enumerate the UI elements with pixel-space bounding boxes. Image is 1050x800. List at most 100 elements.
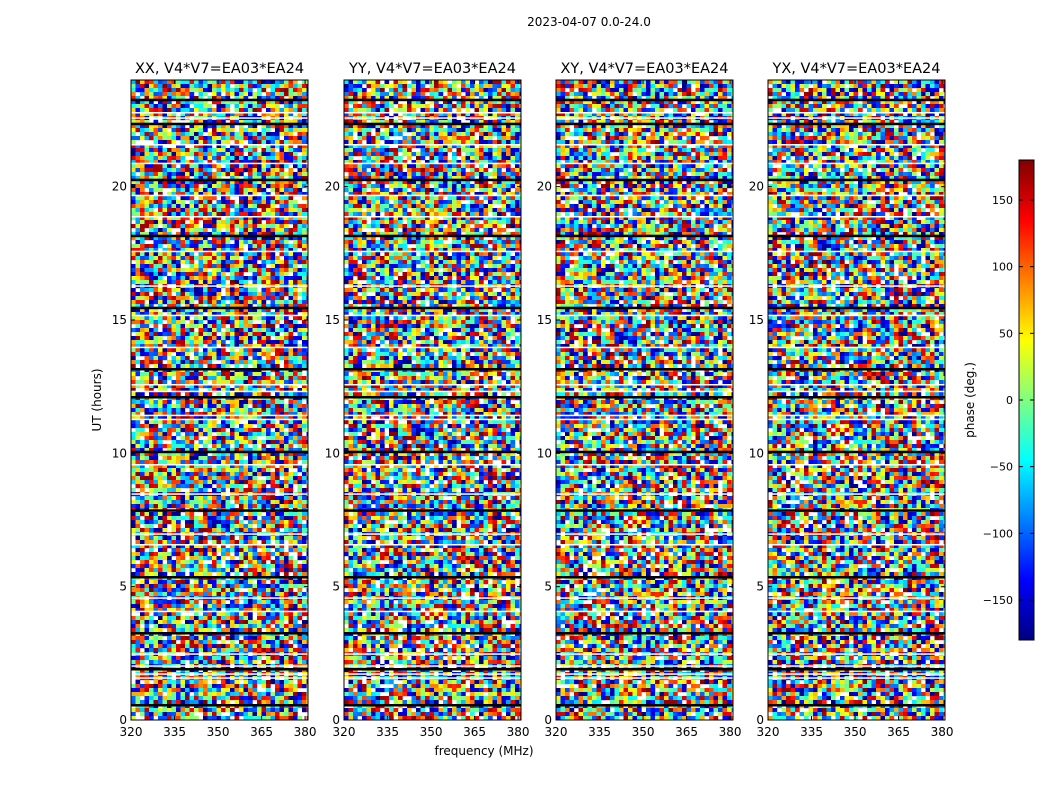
phase-cell	[261, 96, 267, 101]
phase-cell	[176, 168, 181, 173]
phase-cell	[149, 288, 154, 293]
phase-cell	[288, 104, 294, 109]
phase-cell	[207, 124, 213, 129]
phase-cell	[144, 552, 150, 557]
phase-cell	[167, 140, 172, 145]
phase-cell	[162, 96, 168, 101]
phase-cell	[306, 156, 308, 161]
phase-cell	[158, 580, 163, 585]
phase-cell	[279, 612, 285, 617]
phase-cell	[302, 604, 307, 609]
phase-cell	[243, 384, 249, 389]
phase-cell	[225, 364, 231, 369]
phase-cell	[275, 528, 280, 533]
phase-cell	[198, 92, 204, 97]
phase-cell	[293, 300, 298, 305]
phase-cell	[279, 84, 285, 89]
phase-cell	[293, 84, 298, 89]
phase-cell	[293, 516, 298, 521]
phase-cell	[270, 304, 276, 309]
phase-cell	[239, 140, 244, 145]
phase-cell	[270, 544, 276, 549]
phase-cell	[185, 448, 190, 453]
phase-cell	[212, 592, 217, 597]
phase-cell	[270, 148, 276, 153]
phase-cell	[189, 456, 195, 461]
phase-cell	[302, 216, 307, 221]
phase-cell	[216, 296, 222, 301]
phase-cell	[198, 404, 204, 409]
phase-cell	[288, 172, 294, 177]
phase-cell	[248, 240, 253, 245]
phase-cell	[302, 404, 307, 409]
phase-cell	[131, 136, 136, 141]
phase-cell	[243, 372, 249, 377]
phase-cell	[230, 340, 235, 345]
phase-cell	[288, 160, 294, 165]
phase-cell	[302, 224, 307, 229]
phase-cell	[239, 584, 244, 589]
phase-cell	[176, 204, 181, 209]
phase-cell	[293, 592, 298, 597]
phase-cell	[302, 516, 307, 521]
phase-cell	[275, 468, 280, 473]
phase-cell	[257, 568, 262, 573]
phase-cell	[153, 316, 159, 321]
phase-cell	[203, 408, 208, 413]
phase-cell	[189, 328, 195, 333]
phase-cell	[306, 424, 308, 429]
phase-cell	[189, 204, 195, 209]
phase-cell	[171, 268, 177, 273]
phase-cell	[293, 472, 298, 477]
phase-cell	[194, 452, 199, 457]
phase-cell	[297, 332, 303, 337]
phase-cell	[180, 232, 186, 237]
phase-cell	[257, 504, 262, 509]
phase-cell	[149, 380, 154, 385]
phase-cell	[203, 520, 208, 525]
phase-cell	[284, 604, 289, 609]
phase-cell	[131, 476, 136, 481]
phase-cell	[158, 352, 163, 357]
phase-cell	[284, 84, 289, 89]
phase-cell	[171, 460, 177, 465]
phase-cell	[216, 96, 222, 101]
phase-cell	[275, 448, 280, 453]
phase-cell	[203, 428, 208, 433]
phase-cell	[306, 108, 308, 113]
phase-cell	[230, 268, 235, 273]
phase-cell	[171, 308, 177, 313]
phase-cell	[189, 180, 195, 185]
phase-cell	[248, 524, 253, 529]
phase-cell	[216, 380, 222, 385]
phase-cell	[248, 148, 253, 153]
phase-cell	[162, 484, 168, 489]
phase-cell	[239, 564, 244, 569]
phase-cell	[135, 552, 141, 557]
phase-cell	[297, 512, 303, 517]
phase-cell	[266, 448, 271, 453]
phase-cell	[203, 260, 208, 265]
phase-cell	[176, 84, 181, 89]
phase-cell	[252, 484, 258, 489]
phase-cell	[167, 108, 172, 113]
phase-cell	[144, 456, 150, 461]
phase-cell	[216, 176, 222, 181]
phase-cell	[140, 300, 145, 305]
phase-cell	[306, 580, 308, 585]
phase-cell	[306, 120, 308, 125]
phase-cell	[293, 408, 298, 413]
phase-cell	[261, 548, 267, 553]
phase-cell	[248, 348, 253, 353]
phase-cell	[198, 372, 204, 377]
phase-cell	[302, 344, 307, 349]
phase-cell	[158, 604, 163, 609]
phase-cell	[248, 224, 253, 229]
phase-cell	[189, 188, 195, 193]
phase-cell	[279, 188, 285, 193]
phase-cell	[275, 100, 280, 105]
phase-cell	[261, 88, 267, 93]
phase-cell	[185, 212, 190, 217]
phase-cell	[135, 496, 141, 501]
phase-cell	[189, 404, 195, 409]
